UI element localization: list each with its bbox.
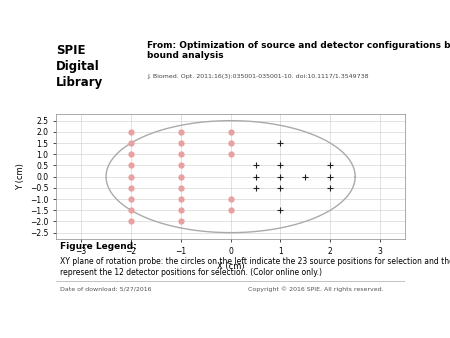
Text: SPIE
Digital
Library: SPIE Digital Library	[56, 44, 104, 89]
X-axis label: X (cm): X (cm)	[217, 262, 244, 270]
Text: From: Optimization of source and detector configurations based on Cramer–Rao low: From: Optimization of source and detecto…	[147, 41, 450, 60]
Text: Figure Legend:: Figure Legend:	[60, 242, 136, 251]
Text: J. Biomed. Opt. 2011;16(3):035001-035001-10. doi:10.1117/1.3549738: J. Biomed. Opt. 2011;16(3):035001-035001…	[147, 74, 369, 79]
Text: Copyright © 2016 SPIE. All rights reserved.: Copyright © 2016 SPIE. All rights reserv…	[248, 287, 384, 292]
Text: Date of download: 5/27/2016: Date of download: 5/27/2016	[60, 287, 151, 292]
Text: XY plane of rotation probe: the circles on the left indicate the 23 source posit: XY plane of rotation probe: the circles …	[60, 257, 450, 277]
Y-axis label: Y (cm): Y (cm)	[16, 163, 25, 190]
